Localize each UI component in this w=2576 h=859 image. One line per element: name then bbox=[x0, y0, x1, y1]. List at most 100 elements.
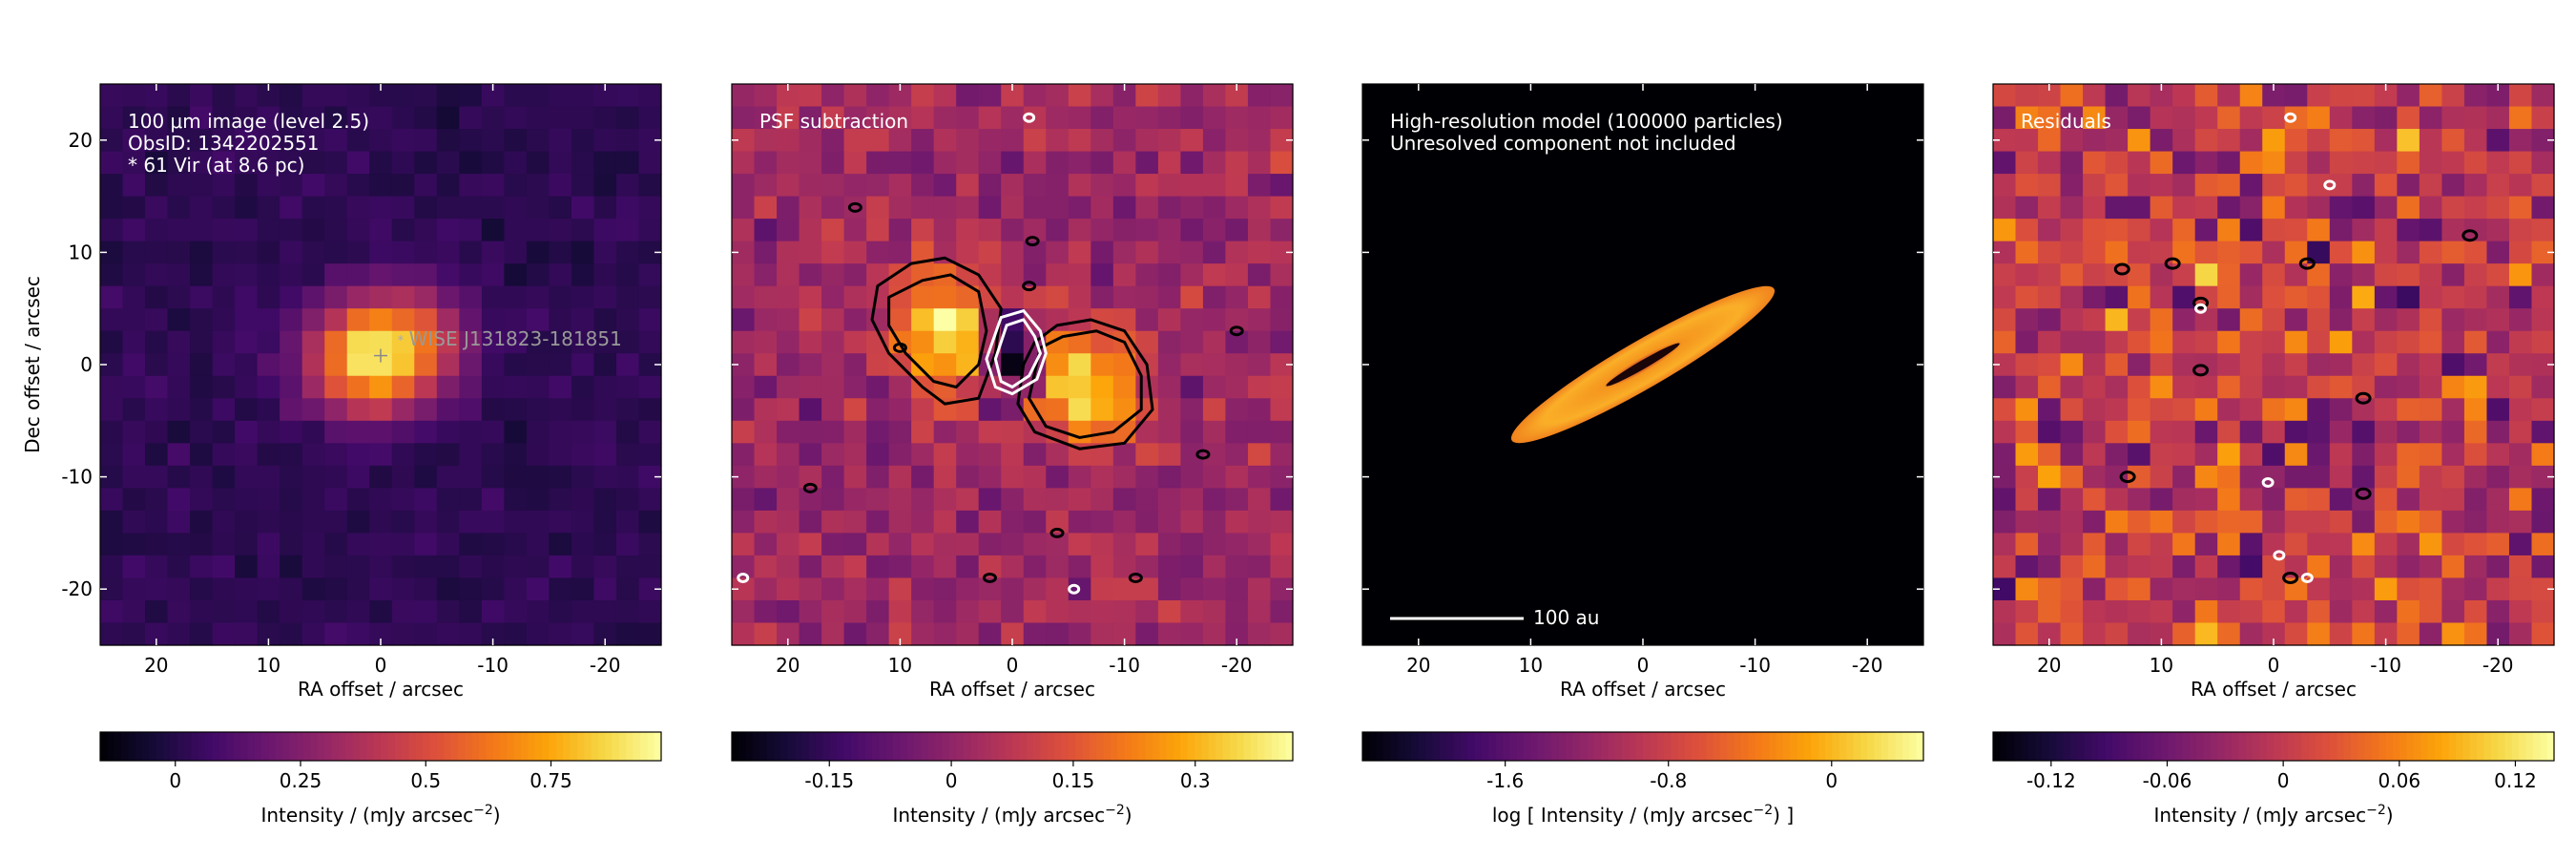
pixel bbox=[504, 555, 528, 579]
pixel bbox=[754, 622, 778, 646]
pixel bbox=[1202, 330, 1227, 354]
pixel bbox=[2329, 285, 2353, 309]
colorbar-segment bbox=[2350, 732, 2358, 761]
source-marker: * bbox=[398, 334, 405, 348]
pixel bbox=[122, 330, 146, 354]
pixel bbox=[369, 174, 393, 198]
pixel bbox=[799, 196, 822, 220]
pixel bbox=[2038, 599, 2062, 624]
colorbar-segment bbox=[1685, 732, 1693, 761]
pixel bbox=[2150, 219, 2173, 242]
pixel bbox=[1202, 196, 1227, 220]
pixel bbox=[481, 443, 505, 467]
colorbar-segment bbox=[2280, 732, 2289, 761]
pixel bbox=[100, 533, 124, 556]
pixel bbox=[2083, 353, 2107, 377]
contour-blip bbox=[1128, 572, 1143, 583]
pixel bbox=[2262, 599, 2286, 624]
pixel bbox=[593, 308, 617, 332]
colorbar-segment bbox=[1600, 732, 1609, 761]
pixel bbox=[1157, 241, 1181, 264]
y-tick-label: -10 bbox=[61, 466, 93, 489]
pixel bbox=[866, 219, 890, 242]
pixel bbox=[2060, 577, 2084, 601]
colorbar-segment bbox=[1740, 732, 1749, 761]
pixel bbox=[866, 84, 890, 108]
pixel bbox=[346, 241, 370, 264]
pixel bbox=[843, 308, 867, 332]
pixel bbox=[1993, 599, 2017, 624]
pixel bbox=[1225, 488, 1249, 512]
pixel bbox=[1180, 398, 1204, 422]
pixel bbox=[1270, 285, 1294, 309]
pixel bbox=[2441, 577, 2465, 601]
x-axis-label: RA offset / arcsec bbox=[2191, 678, 2357, 701]
pixel bbox=[100, 488, 124, 512]
pixel bbox=[212, 84, 236, 108]
pixel bbox=[2463, 263, 2488, 287]
pixel bbox=[1046, 151, 1070, 175]
colorbar-segment bbox=[1145, 732, 1153, 761]
pixel bbox=[414, 285, 438, 309]
pixel bbox=[1157, 219, 1181, 242]
pixel bbox=[2172, 84, 2196, 108]
pixel bbox=[235, 555, 259, 579]
pixel bbox=[2441, 308, 2465, 332]
pixel bbox=[821, 174, 845, 198]
pixel bbox=[638, 555, 662, 579]
pixel bbox=[324, 308, 348, 332]
pixel bbox=[2441, 219, 2465, 242]
x-tick-label: -10 bbox=[2370, 654, 2401, 677]
colorbar-segment bbox=[1629, 732, 1637, 761]
pixel bbox=[777, 241, 800, 264]
x-tick-label: -10 bbox=[1109, 654, 1140, 677]
pixel bbox=[301, 151, 325, 175]
colorbar-segment bbox=[1404, 732, 1413, 761]
pixel bbox=[2397, 330, 2420, 354]
pixel bbox=[2038, 308, 2062, 332]
pixel bbox=[821, 308, 845, 332]
colorbar-segment bbox=[872, 732, 880, 761]
colorbar-segment bbox=[1089, 732, 1097, 761]
pixel bbox=[301, 488, 325, 512]
pixel bbox=[1001, 510, 1025, 534]
pixel bbox=[1270, 106, 1294, 130]
pixel bbox=[2419, 375, 2442, 399]
pixel bbox=[2083, 285, 2107, 309]
colorbar-segment bbox=[1411, 732, 1420, 761]
pixel bbox=[145, 330, 169, 354]
pixel bbox=[526, 151, 550, 175]
colorbar-segment bbox=[1481, 732, 1489, 761]
pixel bbox=[2128, 308, 2151, 332]
pixel bbox=[167, 308, 191, 332]
pixel bbox=[1068, 241, 1091, 264]
colorbar-segment bbox=[2048, 732, 2057, 761]
colorbar-segment bbox=[1797, 732, 1805, 761]
colorbar-segment bbox=[1467, 732, 1476, 761]
pixel bbox=[1135, 106, 1159, 130]
colorbar-segment bbox=[359, 732, 367, 761]
pixel bbox=[526, 330, 550, 354]
pixel bbox=[799, 443, 822, 467]
pixel bbox=[100, 106, 124, 130]
pixel bbox=[481, 174, 505, 198]
colorbar-tick-label: 0.25 bbox=[280, 769, 322, 792]
colorbar-segment bbox=[1250, 732, 1258, 761]
pixel bbox=[866, 174, 890, 198]
pixel bbox=[459, 510, 483, 534]
pixel bbox=[2194, 555, 2218, 579]
colorbar-segment bbox=[787, 732, 796, 761]
pixel bbox=[324, 555, 348, 579]
colorbar-label: Intensity / (mJy arcsec−2) bbox=[892, 803, 1132, 827]
pixel bbox=[1068, 263, 1091, 287]
pixel bbox=[2463, 577, 2488, 601]
pixel bbox=[324, 174, 348, 198]
pixel bbox=[777, 555, 800, 579]
pixel bbox=[571, 533, 595, 556]
pixel bbox=[2239, 84, 2263, 108]
colorbar-segment bbox=[2126, 732, 2134, 761]
pixel bbox=[2508, 555, 2533, 579]
pixel bbox=[481, 420, 505, 444]
pixel bbox=[301, 443, 325, 467]
